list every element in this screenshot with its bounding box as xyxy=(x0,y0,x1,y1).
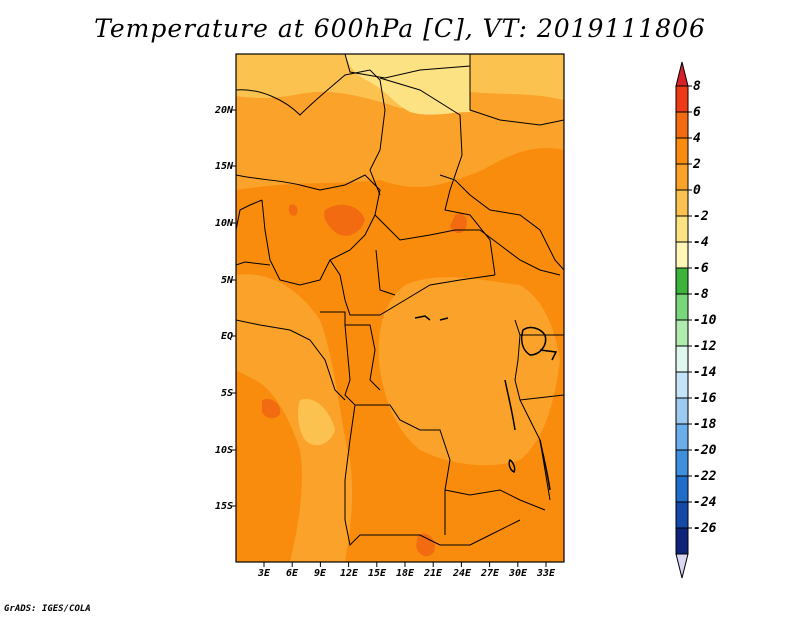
lat-label-15s: 15S xyxy=(214,501,233,512)
lon-label-12e: 12E xyxy=(339,568,359,579)
sahara-coolest-zone xyxy=(345,54,470,115)
colorbar-label-neg2: -2 xyxy=(693,209,709,224)
colorbar-label-6: 6 xyxy=(693,105,701,120)
border-coast-gulf xyxy=(236,261,271,266)
lon-ticks xyxy=(263,562,547,567)
colorbar-bottom-arrow xyxy=(675,553,689,579)
colorbar-segment-1 xyxy=(675,85,689,113)
lat-label-20n: 20N xyxy=(214,105,233,116)
lake-kyoga xyxy=(539,349,558,361)
congo-river-marks xyxy=(414,315,449,321)
congo-mild-zone xyxy=(378,277,560,466)
lon-label-6e: 6E xyxy=(285,568,299,579)
lat-ticks xyxy=(231,109,236,507)
lon-label-3e: 3E xyxy=(257,568,271,579)
lat-label-eq: EQ xyxy=(220,331,233,342)
lon-label-24e: 24E xyxy=(452,568,472,579)
southeast-warm-zone xyxy=(440,470,564,562)
colorbar-label-neg26: -26 xyxy=(693,521,717,536)
hot-patch-atlantic xyxy=(262,398,281,419)
coastline-west xyxy=(236,319,346,401)
border-drc-angola xyxy=(344,324,546,511)
border-egypt-sudan xyxy=(469,54,564,126)
map-title: Temperature at 600hPa [C], VT: 201911180… xyxy=(94,14,706,43)
colorbar-segment-13 xyxy=(675,397,689,425)
colorbar-label-2: 2 xyxy=(693,157,701,172)
colorbar-segment-6 xyxy=(675,215,689,243)
colorbar-segment-9 xyxy=(675,293,689,321)
border-nigeria xyxy=(236,174,381,286)
border-tanzania xyxy=(519,394,564,401)
colorbar-label-neg18: -18 xyxy=(693,417,717,432)
border-algeria-mali xyxy=(236,69,386,196)
border-car-north xyxy=(374,214,561,276)
lon-label-9e: 9E xyxy=(313,568,327,579)
colorbar-label-0: 0 xyxy=(693,183,701,198)
colorbar-label-neg16: -16 xyxy=(693,391,717,406)
border-benin xyxy=(236,199,263,231)
grads-credit: GrADS: IGES/COLA xyxy=(4,604,91,614)
lon-label-27e: 27E xyxy=(480,568,500,579)
colorbar-label-neg6: -6 xyxy=(693,261,709,276)
lon-label-15e: 15E xyxy=(367,568,387,579)
temperature-field xyxy=(236,54,564,562)
colorbar-label-neg8: -8 xyxy=(693,287,709,302)
colorbar-segment-2 xyxy=(675,111,689,139)
offshore-cool-patch xyxy=(297,399,335,446)
colorbar-label-4: 4 xyxy=(693,131,701,146)
colorbar-segment-4 xyxy=(675,163,689,191)
colorbar-segment-11 xyxy=(675,345,689,373)
lon-label-33e: 33E xyxy=(536,568,556,579)
colorbar-label-neg10: -10 xyxy=(693,313,717,328)
border-gabon-congo xyxy=(320,311,381,391)
lake-malawi xyxy=(539,439,551,491)
lat-label-15n: 15N xyxy=(214,161,233,172)
lat-label-5s: 5S xyxy=(220,388,233,399)
lakes xyxy=(414,315,558,491)
colorbar-label-neg20: -20 xyxy=(693,443,717,458)
colorbar-segment-8 xyxy=(675,267,689,295)
lon-label-21e: 21E xyxy=(423,568,443,579)
plot-frame xyxy=(235,53,565,563)
lat-label-10s: 10S xyxy=(214,445,233,456)
colorbar-label-neg14: -14 xyxy=(693,365,717,380)
border-angola-zambia xyxy=(344,404,521,547)
colorbar-label-neg4: -4 xyxy=(693,235,709,250)
lake-victoria xyxy=(520,326,547,356)
colorbar-segment-18 xyxy=(675,527,689,555)
hot-patch-car xyxy=(450,213,468,234)
colorbar-segment-7 xyxy=(675,241,689,269)
border-cameroon-car xyxy=(375,249,396,296)
colorbar-segment-3 xyxy=(675,137,689,165)
lat-label-10n: 10N xyxy=(214,218,233,229)
colorbar-top-arrow xyxy=(675,61,689,87)
colorbar-label-neg22: -22 xyxy=(693,469,717,484)
lake-tanganyika xyxy=(504,379,516,431)
colorbar-segment-12 xyxy=(675,371,689,399)
colorbar-label-neg12: -12 xyxy=(693,339,717,354)
colorbar-segment-15 xyxy=(675,449,689,477)
hot-patch-nigeria xyxy=(324,204,365,236)
hot-patch-west xyxy=(288,204,298,216)
border-car-south xyxy=(329,259,496,316)
colorbar xyxy=(675,61,692,579)
colorbar-segment-14 xyxy=(675,423,689,451)
colorbar-segment-16 xyxy=(675,475,689,503)
colorbar-label-neg24: -24 xyxy=(693,495,717,510)
border-sudan-east xyxy=(439,174,564,271)
colorbar-segment-17 xyxy=(675,501,689,529)
lon-label-18e: 18E xyxy=(395,568,415,579)
country-borders xyxy=(236,54,564,547)
colorbar-label-8: 8 xyxy=(693,79,701,94)
atlantic-warm-zone xyxy=(236,370,302,562)
lon-label-30e: 30E xyxy=(508,568,528,579)
lat-label-5n: 5N xyxy=(220,275,233,286)
colorbar-segment-10 xyxy=(675,319,689,347)
border-chad-sudan xyxy=(379,77,496,276)
hot-patch-south xyxy=(416,533,435,557)
colorbar-segment-5 xyxy=(675,189,689,217)
lake-mweru xyxy=(508,458,516,474)
